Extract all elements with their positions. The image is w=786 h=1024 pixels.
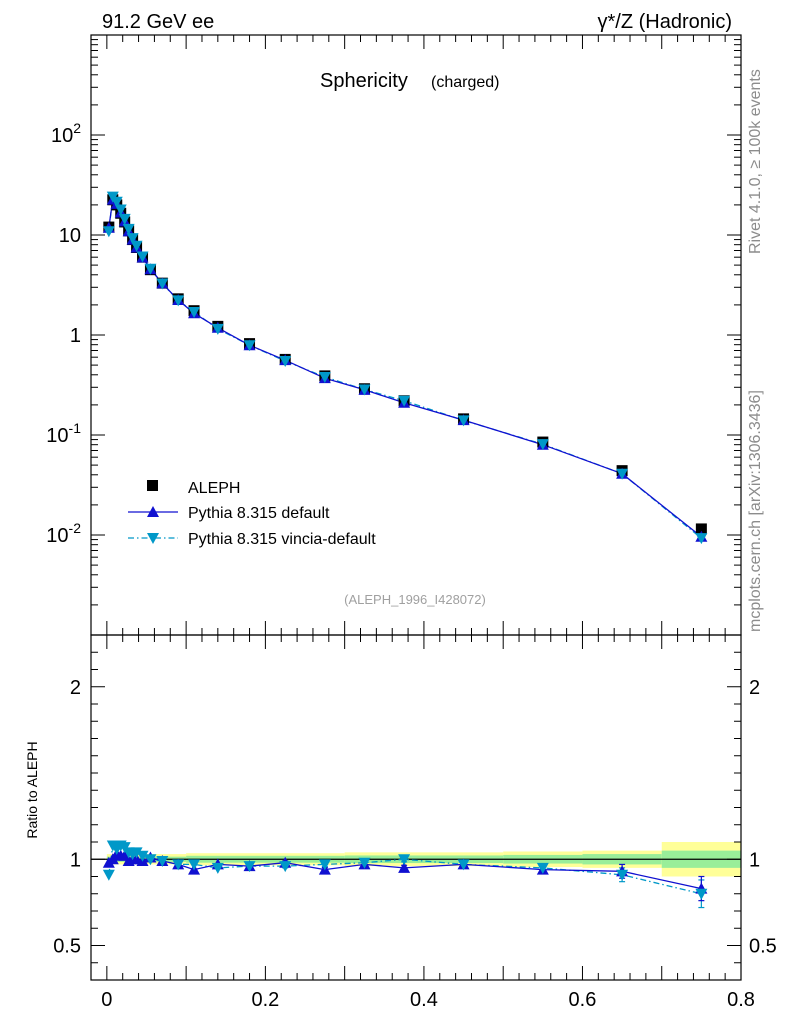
vincia-data-point: [102, 226, 115, 238]
ratio-x-tick-label: 0: [101, 989, 112, 1011]
vincia-data-point: [695, 533, 708, 545]
main-panel: 10-2 10-1 1 10 102: [46, 34, 742, 636]
ratio-y-tick-label-right: 2: [749, 677, 760, 699]
ratio-vincia-point: [358, 857, 371, 869]
ratio-vincia-point: [398, 854, 411, 866]
vincia-data-point: [616, 468, 629, 480]
legend-aleph-label: ALEPH: [188, 480, 240, 497]
reference-label: (ALEPH_1996_I428072): [344, 592, 486, 607]
vincia-data-point: [211, 323, 224, 335]
ratio-y-tick-label: 1: [70, 849, 81, 871]
ratio-vincia-point: [318, 859, 331, 871]
energy-label: 91.2 GeV ee: [102, 11, 214, 33]
main-y-tick-label: 10-1: [46, 420, 81, 447]
vincia-data-point: [126, 233, 139, 245]
ratio-vincia-point: [144, 854, 157, 866]
process-label: γ*/Z (Hadronic): [598, 11, 732, 33]
ratio-vincia-point: [695, 888, 708, 900]
legend: ALEPH Pythia 8.315 default Pythia 8.315 …: [128, 480, 376, 548]
vincia-data-point: [114, 204, 127, 216]
vincia-data-point: [130, 240, 143, 252]
vincia-data-point: [110, 196, 123, 208]
ratio-default-point: [398, 861, 411, 873]
ratio-vincia-point: [243, 861, 256, 873]
ratio-vincia-point: [536, 862, 549, 874]
main-y-tick-label: 10-2: [46, 520, 81, 547]
main-y-tick-label: 1: [70, 325, 81, 347]
vincia-data-point: [457, 415, 470, 427]
ratio-vincia-point: [279, 861, 292, 873]
legend-default-marker: [147, 506, 159, 517]
plot-subtitle: (charged): [431, 74, 499, 91]
ratio-vincia-point: [136, 850, 149, 862]
vincia-data-point: [118, 213, 131, 225]
ratio-y-tick-label-right: 1: [749, 849, 760, 871]
legend-vincia-marker: [147, 533, 159, 544]
vincia-data-point: [188, 306, 201, 318]
main-y-tick-label: 10: [59, 225, 81, 247]
ratio-x-tick-label: 0.6: [569, 989, 597, 1011]
ratio-y-tick-label: 0.5: [53, 936, 81, 958]
vincia-data-point: [398, 395, 411, 407]
legend-aleph-marker: [147, 480, 158, 491]
vincia-data-point: [172, 295, 185, 307]
legend-default-label: Pythia 8.315 default: [188, 505, 330, 522]
ratio-x-tick-label: 0.4: [410, 989, 438, 1011]
main-y-tick-label: 102: [51, 120, 81, 147]
ratio-y-tick-label: 2: [70, 677, 81, 699]
vincia-data-point: [536, 439, 549, 451]
mcplots-credit-label: mcplots.cern.ch [arXiv:1306.3436]: [747, 390, 764, 632]
ratio-frame: [90, 634, 742, 981]
vincia-data-point: [243, 340, 256, 352]
plot-title: Sphericity: [320, 70, 408, 92]
vincia-data-point: [318, 372, 331, 384]
ratio-vincia-point: [457, 859, 470, 871]
ratio-vincia-point: [102, 869, 115, 881]
rivet-version-label: Rivet 4.1.0, ≥ 100k events: [747, 69, 764, 254]
ratio-vincia-point: [130, 847, 143, 859]
ratio-panel: 0.5 0.5 1 1 2 2 0 0.2 0.4 0.6 0.8: [53, 634, 777, 1011]
legend-vincia-label: Pythia 8.315 vincia-default: [188, 531, 376, 548]
ratio-vincia-point: [188, 859, 201, 871]
ratio-y-tick-label-right: 0.5: [749, 936, 777, 958]
vincia-data-point: [358, 384, 371, 396]
ratio-x-tick-label: 0.2: [251, 989, 279, 1011]
vincia-data-point: [156, 278, 169, 290]
aleph-data-point: [695, 523, 707, 535]
ratio-vincia-point: [211, 862, 224, 874]
vincia-data-point: [122, 223, 135, 235]
vincia-data-point: [136, 251, 149, 263]
ratio-axis-label: Ratio to ALEPH: [24, 741, 40, 838]
ratio-vincia-point: [172, 859, 185, 871]
vincia-data-point: [279, 355, 292, 367]
ratio-vincia-point: [156, 855, 169, 867]
ratio-x-tick-label: 0.8: [727, 989, 755, 1011]
ratio-vincia-point: [616, 869, 629, 881]
vincia-data-point: [144, 263, 157, 275]
